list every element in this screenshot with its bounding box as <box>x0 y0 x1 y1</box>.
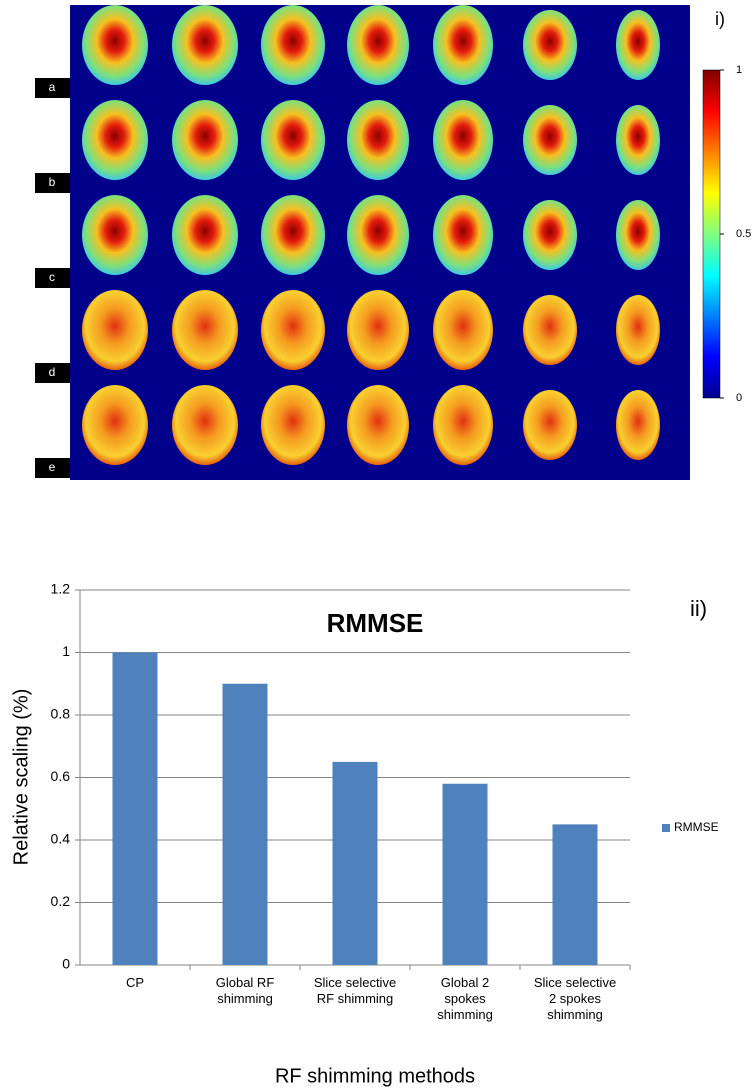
brain-slice <box>172 290 238 370</box>
x-tick-label: Global 2 spokes shimming <box>437 975 493 1022</box>
row-label: b <box>49 175 56 189</box>
brain-slice <box>433 5 493 85</box>
brain-slice <box>261 5 325 85</box>
brain-slice <box>82 195 148 275</box>
brain-slice <box>261 100 325 180</box>
colorbar-tick-label: 0 <box>736 392 742 404</box>
y-tick-label: 0.2 <box>51 893 71 909</box>
chart-title: RMMSE <box>327 608 424 638</box>
x-axis-title: RF shimming methods <box>275 1065 475 1087</box>
panel-label: i) <box>715 9 725 29</box>
brain-slice <box>261 195 325 275</box>
y-tick-label: 0 <box>62 956 70 972</box>
x-tick-label: Slice selective 2 spokes shimming <box>533 975 617 1022</box>
brain-slice <box>616 295 660 365</box>
brain-slice <box>433 385 493 465</box>
brain-slice <box>261 385 325 465</box>
brain-slice <box>82 290 148 370</box>
colorbar-tick-label: 0.5 <box>736 228 751 240</box>
legend-swatch <box>662 824 670 832</box>
row-label: e <box>49 460 56 474</box>
brain-slice <box>523 200 577 270</box>
y-tick-label: 0.4 <box>51 831 71 847</box>
x-tick-label: Slice selective RF shimming <box>313 975 397 1006</box>
brain-slice <box>82 5 148 85</box>
brain-slice <box>433 290 493 370</box>
brain-slice <box>172 5 238 85</box>
panel-label: ii) <box>690 596 707 621</box>
brain-slice <box>82 100 148 180</box>
brain-slice <box>523 105 577 175</box>
brain-slice <box>616 10 660 80</box>
bar <box>332 761 378 965</box>
legend-label: RMMSE <box>674 820 719 834</box>
colorbar <box>702 69 721 399</box>
brain-slice <box>347 195 409 275</box>
bar <box>552 824 598 965</box>
row-label: d <box>49 365 56 379</box>
brain-slice <box>523 10 577 80</box>
brain-slice <box>172 195 238 275</box>
brain-slice <box>261 290 325 370</box>
row-label-box <box>35 78 70 98</box>
row-label-box <box>35 363 70 383</box>
brain-slice <box>347 5 409 85</box>
colorbar-tick-label: 1 <box>736 64 742 76</box>
y-axis-title: Relative scaling (%) <box>10 689 32 866</box>
brain-slice <box>347 100 409 180</box>
x-tick-label: Global RF shimming <box>215 975 275 1006</box>
bar <box>112 652 158 965</box>
y-tick-label: 1.2 <box>51 581 71 597</box>
brain-slice <box>616 390 660 460</box>
x-tick-label: CP <box>125 975 145 990</box>
y-tick-label: 0.6 <box>51 768 71 784</box>
bar <box>442 783 488 965</box>
brain-slice <box>347 290 409 370</box>
row-label-box <box>35 458 70 478</box>
brain-slice <box>172 100 238 180</box>
row-label: a <box>49 80 56 94</box>
brain-slice <box>433 195 493 275</box>
brain-slice <box>616 200 660 270</box>
brain-slice <box>172 385 238 465</box>
brain-slice <box>523 390 577 460</box>
brain-slice <box>616 105 660 175</box>
row-label: c <box>49 270 55 284</box>
bar <box>222 683 268 965</box>
brain-slice <box>347 385 409 465</box>
y-tick-label: 0.8 <box>51 706 71 722</box>
y-tick-label: 1 <box>62 643 70 659</box>
brain-slice <box>82 385 148 465</box>
brain-slice <box>523 295 577 365</box>
brain-maps <box>82 5 660 465</box>
brain-slice <box>433 100 493 180</box>
row-label-box <box>35 268 70 288</box>
row-label-box <box>35 173 70 193</box>
